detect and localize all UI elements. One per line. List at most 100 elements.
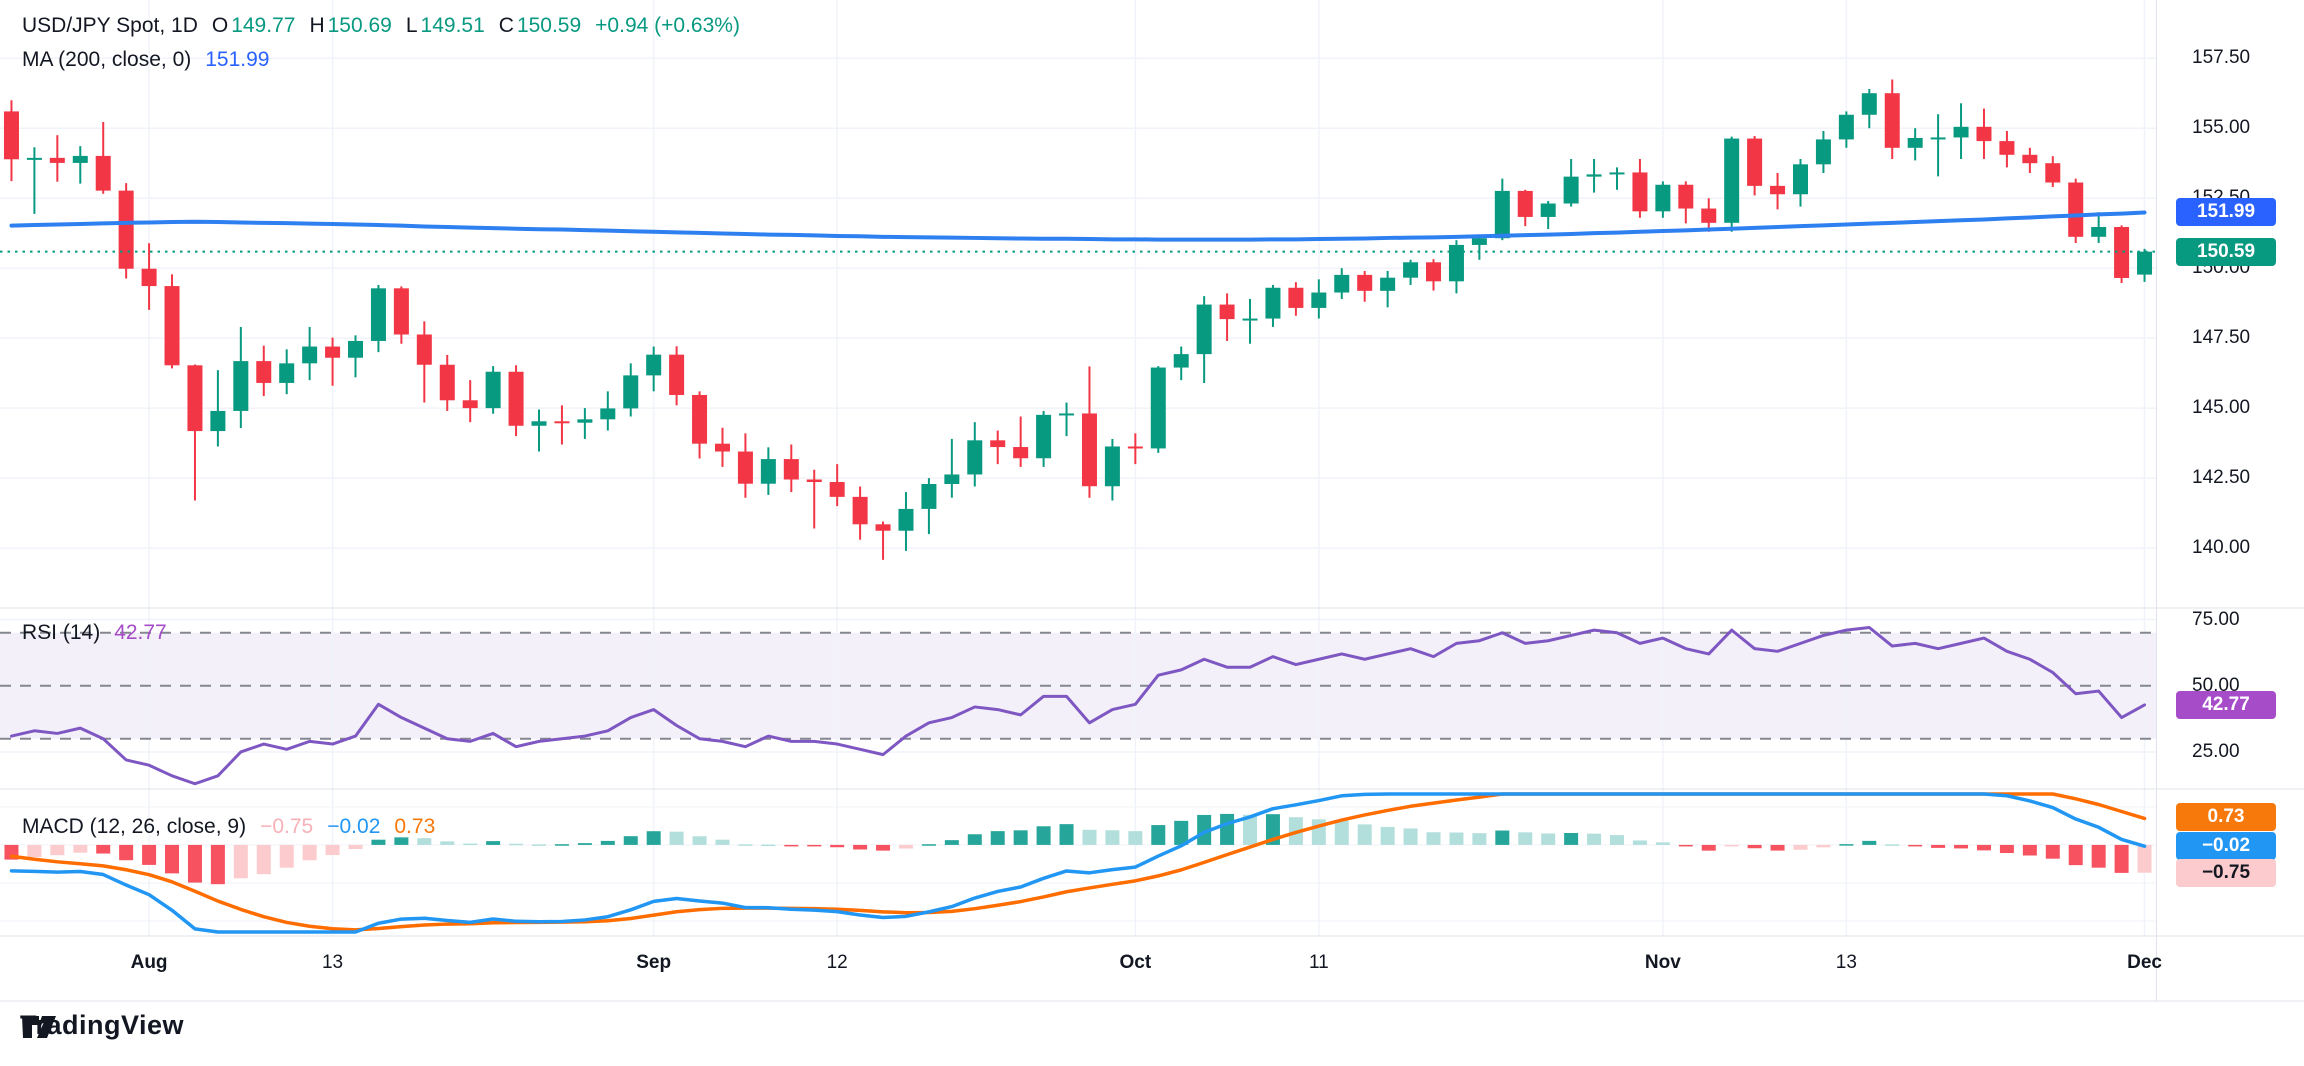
candle [370, 288, 386, 341]
macd-hist-badge: −0.75 [2176, 859, 2276, 888]
macd-hist-bar [1105, 830, 1120, 845]
candle [49, 157, 65, 163]
macd-hist-bar [1954, 844, 1969, 849]
candle [1701, 208, 1717, 223]
macd-hist-bar [623, 836, 638, 845]
candle [1403, 262, 1419, 278]
macd-hist-bar [1426, 832, 1441, 845]
candle [1884, 93, 1900, 148]
macd-hist-bar [2114, 844, 2129, 873]
time-tick: Dec [2127, 952, 2162, 973]
candle [1059, 413, 1075, 416]
candle [1081, 413, 1097, 487]
macd-hist-bar [1747, 844, 1762, 849]
macd-hist-bar [853, 844, 868, 850]
macd-hist-bar [990, 831, 1005, 845]
time-tick: 12 [826, 952, 848, 973]
candle [760, 459, 776, 484]
candle [737, 451, 753, 484]
candle [2137, 251, 2153, 275]
candle [2091, 227, 2107, 237]
tradingview-logo[interactable]: TradingView [20, 1010, 184, 1041]
candle [1242, 318, 1258, 321]
macd-hist-bar [73, 844, 88, 853]
macd-hist-bar [1380, 826, 1395, 845]
rsi-value: 42.77 [114, 621, 167, 644]
change-value: +0.94 (+0.63%) [595, 14, 740, 37]
macd-hist-bar [394, 837, 409, 845]
candle [1357, 274, 1373, 291]
macd-hist-bar [807, 844, 822, 847]
macd-hist-bar [1334, 820, 1349, 845]
macd-hist-bar [1174, 820, 1189, 845]
macd-hist-bar [417, 838, 432, 845]
macd-hist-bar [509, 843, 524, 846]
ma-legend[interactable]: MA (200, close, 0) 151.99 [22, 47, 269, 73]
candle [233, 361, 249, 411]
macd-hist-bar [187, 844, 202, 883]
candle [1976, 126, 1992, 142]
candle [1104, 446, 1120, 487]
candle [1815, 139, 1831, 165]
macd-legend[interactable]: MACD (12, 26, close, 9) −0.75 −0.02 0.73 [22, 814, 435, 840]
candle [3, 111, 19, 160]
macd-hist-bar [921, 844, 936, 846]
candle [1838, 114, 1854, 140]
macd-hist-bar [1908, 844, 1923, 847]
candle [325, 346, 341, 358]
candle [95, 155, 111, 191]
macd-hist-bar [440, 841, 455, 845]
macd-hist-bar [898, 844, 913, 849]
macd-hist-bar [1976, 844, 1991, 851]
macd-hist-bar [325, 844, 340, 856]
macd-hist-bar [1128, 831, 1143, 845]
ma-value: 151.99 [205, 48, 270, 71]
candle [118, 190, 134, 269]
candle [1678, 184, 1694, 209]
candle [1999, 141, 2015, 155]
candle [1609, 172, 1625, 175]
macd-hist-bar [1059, 824, 1074, 845]
candle [1265, 287, 1281, 319]
candle [1127, 446, 1143, 449]
macd-hist-bar [279, 844, 294, 868]
candle [1563, 176, 1579, 204]
last-price-badge: 150.59 [2176, 237, 2276, 266]
candle [462, 400, 478, 409]
macd-hist-bar [554, 844, 569, 846]
macd-hist-bar [1816, 844, 1831, 848]
macd-hist-bar [210, 844, 225, 885]
price-tick: 147.50 [2192, 327, 2251, 349]
rsi-title: RSI (14) [22, 621, 101, 644]
candle [714, 443, 730, 452]
candle [692, 394, 708, 444]
price-tick: 157.50 [2192, 47, 2251, 69]
macd-hist-bar [1220, 813, 1235, 845]
candle [141, 268, 157, 287]
price-axis-border[interactable] [2156, 0, 2157, 1001]
macd-hist-bar [1151, 825, 1166, 845]
macd-hist-bar [1197, 814, 1212, 845]
candle [875, 524, 891, 531]
candle [187, 365, 203, 432]
ma-price-badge: 151.99 [2176, 198, 2276, 227]
macd-hist-bar [165, 844, 180, 874]
macd-hist-bar [1243, 814, 1258, 845]
macd-signal-badge: 0.73 [2176, 803, 2276, 832]
macd-hist-bar [1564, 832, 1579, 845]
candle [1013, 447, 1029, 459]
macd-hist-bar [692, 836, 707, 845]
candle [1907, 138, 1923, 148]
symbol-legend[interactable]: USD/JPY Spot, 1D O 149.77 H 150.69 L 149.51… [22, 13, 740, 39]
macd-signal-value: 0.73 [394, 815, 436, 838]
macd-hist-bar [1082, 829, 1097, 845]
macd-hist-bar [1999, 844, 2014, 854]
macd-hist-bar [1610, 835, 1624, 845]
candle [485, 371, 501, 409]
rsi-legend[interactable]: RSI (14) 42.77 [22, 620, 167, 646]
candle [1724, 138, 1740, 223]
candle [1288, 287, 1304, 308]
time-tick: Sep [636, 952, 672, 973]
